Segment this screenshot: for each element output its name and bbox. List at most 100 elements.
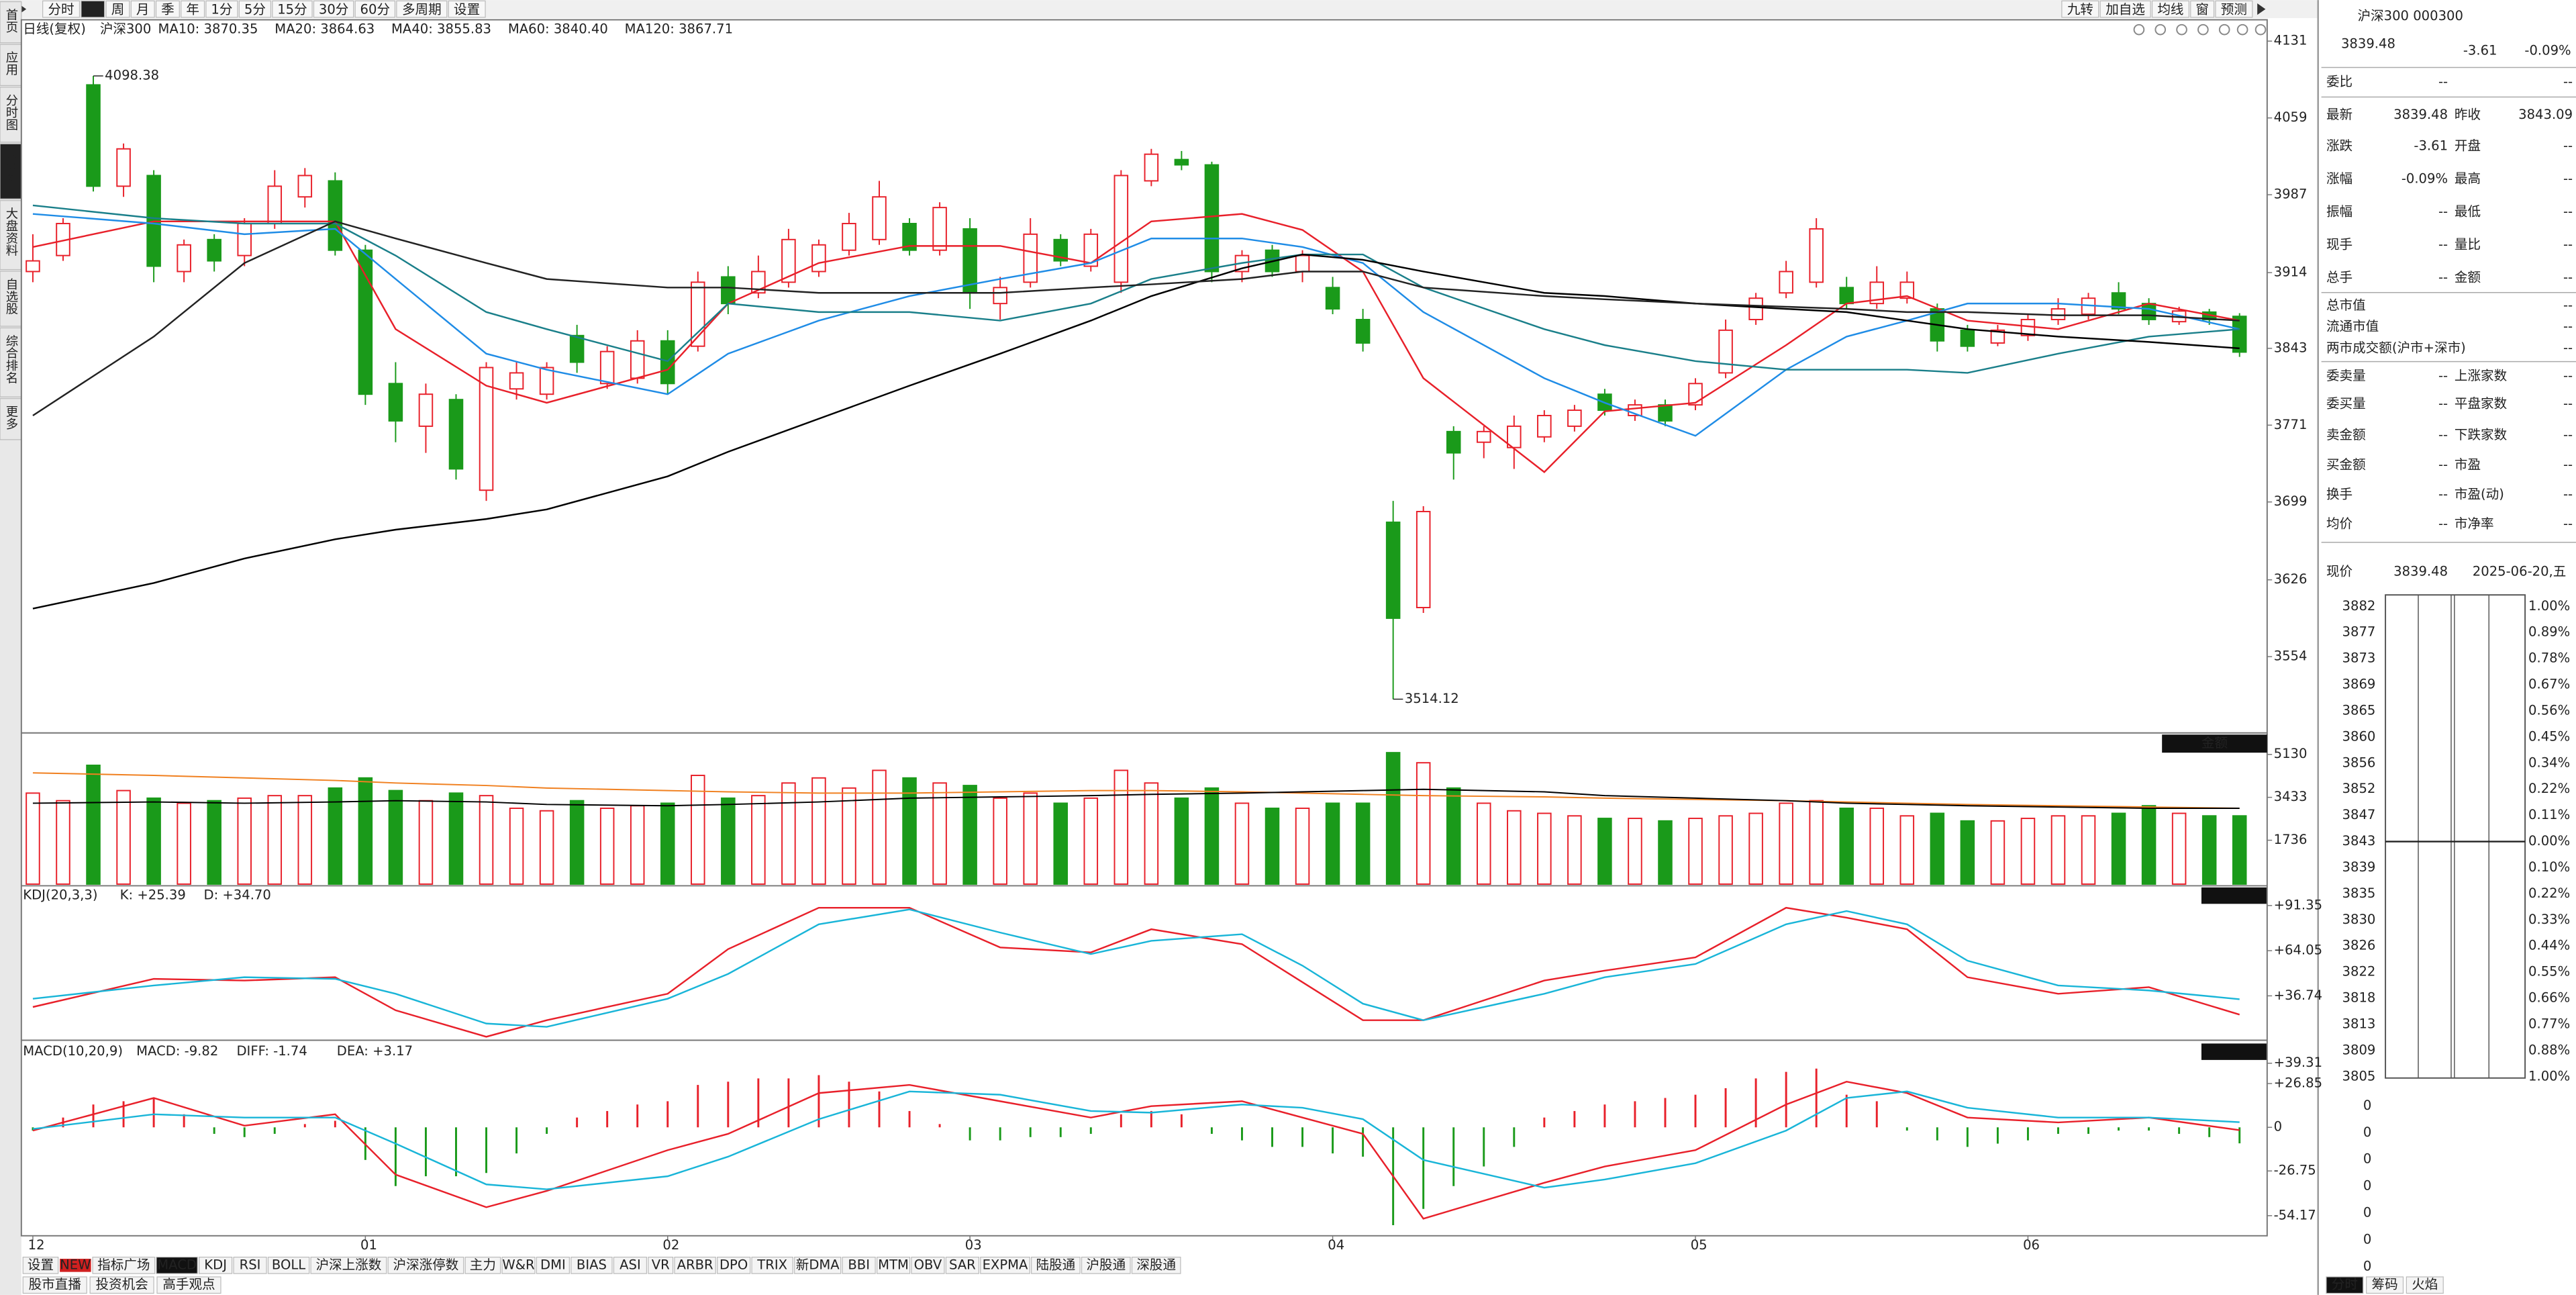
period-button[interactable] xyxy=(130,0,155,18)
period-label[interactable]: 年 xyxy=(186,1,199,17)
tool-label[interactable]: 九转 xyxy=(2067,1,2093,17)
indicator-tab-label[interactable]: BBI xyxy=(848,1257,870,1272)
panel-tab[interactable] xyxy=(2406,1276,2444,1294)
indicator-tab[interactable] xyxy=(571,1256,613,1274)
period-button[interactable] xyxy=(272,0,313,18)
indicator-tab[interactable] xyxy=(92,1256,156,1274)
tool[interactable] xyxy=(2218,23,2230,36)
side-label[interactable]: K线图 xyxy=(4,150,18,183)
indicator-tab-label[interactable]: 陆股通 xyxy=(1036,1257,1076,1272)
side-label[interactable]: 大盘资料 xyxy=(4,207,18,256)
indicator-tab[interactable] xyxy=(751,1256,793,1274)
indicator-tab-label[interactable]: TRIX xyxy=(756,1257,787,1272)
info-tab-label[interactable]: 高手观点 xyxy=(162,1277,215,1292)
period-button[interactable] xyxy=(238,0,271,18)
info-tab[interactable] xyxy=(156,1276,221,1294)
indicator-tab-label[interactable]: BIAS xyxy=(577,1257,607,1272)
indicator-tab-label[interactable]: KDJ xyxy=(204,1257,227,1272)
indicator-tab[interactable] xyxy=(156,1256,198,1274)
indicator-tab[interactable] xyxy=(794,1256,842,1274)
info-tab[interactable] xyxy=(22,1276,87,1294)
period-label[interactable]: 多周期 xyxy=(402,1,442,17)
indicator-tab[interactable] xyxy=(536,1256,570,1274)
indicator-tab[interactable] xyxy=(464,1256,501,1274)
indicator-tab-label[interactable]: 沪股通 xyxy=(1086,1257,1126,1272)
tool[interactable] xyxy=(2176,23,2187,36)
tool[interactable] xyxy=(2255,23,2267,36)
indicator-tab-label[interactable]: SAR xyxy=(949,1257,976,1272)
info-tab[interactable] xyxy=(89,1276,154,1294)
tool-button[interactable] xyxy=(2190,0,2215,18)
indicator-tab-label[interactable]: RSI xyxy=(240,1257,261,1272)
side-tab[interactable] xyxy=(0,398,22,440)
side-tab[interactable] xyxy=(0,87,22,143)
indicator-tab[interactable] xyxy=(945,1256,979,1274)
period-label[interactable]: 30分 xyxy=(319,1,349,17)
tool-button[interactable] xyxy=(2215,0,2253,18)
tool-label[interactable]: 窗 xyxy=(2195,1,2209,17)
indicator-tab-label[interactable]: 指标广场 xyxy=(97,1257,150,1272)
chart-tools[interactable] xyxy=(2133,23,2267,36)
indicator-tab-label[interactable]: 沪深上涨数 xyxy=(315,1257,381,1272)
period-button[interactable] xyxy=(313,0,354,18)
indicator-tab[interactable] xyxy=(310,1256,387,1274)
period-label[interactable]: 月 xyxy=(136,1,150,17)
panel-tab[interactable] xyxy=(2326,1276,2364,1294)
indicator-tab[interactable] xyxy=(842,1256,876,1274)
indicator-tab[interactable] xyxy=(1081,1256,1131,1274)
panel-tab[interactable] xyxy=(2366,1276,2404,1294)
indicator-tab[interactable] xyxy=(876,1256,911,1274)
indicator-tab[interactable] xyxy=(1031,1256,1081,1274)
indicator-tab-label[interactable]: ASI xyxy=(620,1257,641,1272)
panel-tab-label[interactable]: 筹码 xyxy=(2372,1277,2398,1292)
tool-button[interactable] xyxy=(2151,0,2189,18)
indicator-tab[interactable] xyxy=(267,1256,310,1274)
tool-button[interactable] xyxy=(2099,0,2151,18)
indicator-tab[interactable] xyxy=(233,1256,267,1274)
volume-selector[interactable] xyxy=(2162,734,2267,753)
side-label[interactable]: 综合排名 xyxy=(4,334,18,383)
period-button[interactable] xyxy=(396,0,448,18)
period-button[interactable] xyxy=(205,0,238,18)
indicator-tab[interactable] xyxy=(199,1256,233,1274)
tool-label[interactable]: 均线 xyxy=(2157,1,2183,17)
side-label[interactable]: 应用 xyxy=(4,51,18,76)
volume-selector-label[interactable]: 金额 xyxy=(2201,735,2228,751)
side-tab[interactable] xyxy=(0,327,22,397)
side-label[interactable]: 自选股 xyxy=(4,278,18,315)
tool[interactable] xyxy=(2236,23,2248,36)
indicator-tab-label[interactable]: ARBR xyxy=(677,1257,713,1272)
period-label[interactable]: 日 xyxy=(86,1,99,17)
period-label[interactable]: 分时 xyxy=(48,1,74,17)
tool[interactable] xyxy=(2154,23,2167,36)
period-label[interactable]: 60分 xyxy=(360,1,391,17)
period-label[interactable]: 设置 xyxy=(454,1,480,17)
period-label[interactable]: 季 xyxy=(161,1,175,17)
period-button[interactable] xyxy=(81,0,105,18)
period-button[interactable] xyxy=(448,0,486,18)
indicator-tab-label[interactable]: BOLL xyxy=(272,1257,305,1272)
side-label[interactable]: 更多 xyxy=(4,405,18,430)
info-tab-label[interactable]: 投资机会 xyxy=(95,1277,148,1292)
indicator-tab[interactable] xyxy=(980,1256,1030,1274)
period-button[interactable] xyxy=(42,0,81,18)
period-label[interactable]: 1分 xyxy=(211,1,232,17)
indicator-tab-label[interactable]: 新DMA xyxy=(796,1257,840,1272)
indicator-tab[interactable] xyxy=(613,1256,648,1274)
indicator-tab[interactable] xyxy=(717,1256,751,1274)
tool[interactable] xyxy=(2133,23,2145,36)
indicator-tab-label[interactable]: DPO xyxy=(720,1257,748,1272)
panel-tab-label[interactable]: 分时 xyxy=(2332,1277,2358,1292)
kdj-selector[interactable] xyxy=(2201,887,2267,904)
indicator-tab[interactable] xyxy=(674,1256,716,1274)
period-label[interactable]: 5分 xyxy=(244,1,266,17)
indicator-tab-label[interactable]: MACD xyxy=(157,1257,197,1272)
tool-label[interactable]: 预测 xyxy=(2221,1,2247,17)
indicator-tab-label[interactable]: DMI xyxy=(540,1257,566,1272)
side-tab[interactable] xyxy=(0,271,22,327)
indicator-tab-label[interactable]: 深股通 xyxy=(1136,1257,1176,1272)
tool[interactable] xyxy=(2197,23,2209,36)
indicator-tab-label[interactable]: 主力 xyxy=(470,1257,496,1272)
side-label[interactable]: 分时图 xyxy=(4,94,18,131)
macd-selector[interactable] xyxy=(2201,1043,2267,1060)
